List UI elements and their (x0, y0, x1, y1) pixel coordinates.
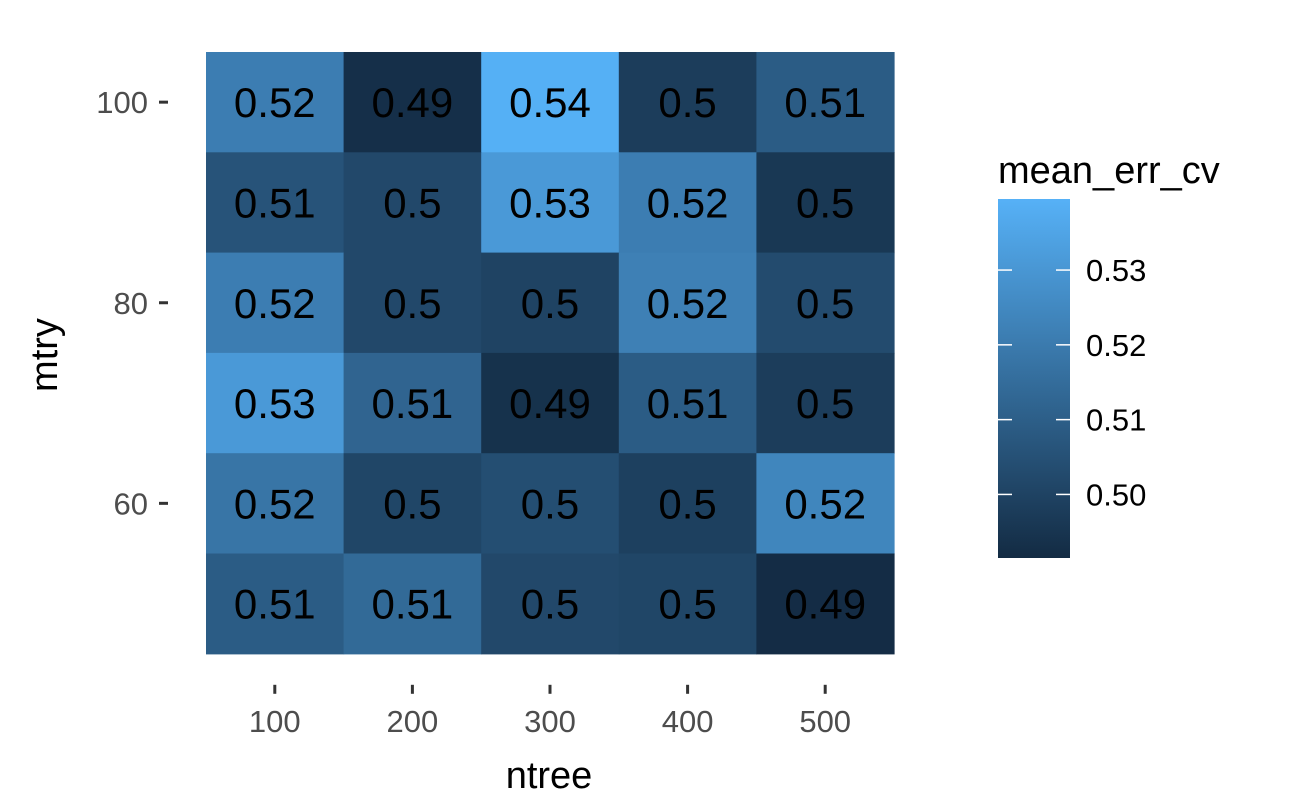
cell-value-label: 0.49 (509, 380, 591, 427)
cell-value-label: 0.51 (372, 380, 454, 427)
cell-value-label: 0.52 (234, 480, 316, 527)
cell-value-label: 0.5 (383, 480, 441, 527)
cell-value-label: 0.51 (784, 79, 866, 126)
legend-tick-label: 0.50 (1086, 477, 1146, 512)
cell-value-label: 0.49 (372, 79, 454, 126)
x-axis: 100 200 300 400 500 (249, 685, 851, 739)
cell-value-label: 0.5 (521, 581, 579, 628)
x-axis-title: ntree (506, 755, 593, 797)
cell-value-label: 0.5 (521, 280, 579, 327)
cell-value-label: 0.52 (234, 79, 316, 126)
y-tick-label: 100 (96, 85, 148, 120)
cell-value-label: 0.5 (796, 280, 854, 327)
cell-value-label: 0.49 (784, 581, 866, 628)
y-tick-label: 80 (114, 286, 148, 321)
cell-value-label: 0.51 (372, 581, 454, 628)
y-tick-label: 60 (114, 486, 148, 521)
legend-tick-label: 0.52 (1086, 328, 1146, 363)
x-tick-label: 200 (387, 704, 439, 739)
x-tick-label: 300 (524, 704, 576, 739)
cell-value-label: 0.5 (658, 480, 716, 527)
cell-value-label: 0.5 (658, 581, 716, 628)
cell-value-label: 0.52 (234, 280, 316, 327)
cell-value-label: 0.5 (383, 179, 441, 226)
x-tick-label: 100 (249, 704, 301, 739)
cell-value-label: 0.5 (383, 280, 441, 327)
x-tick-label: 400 (662, 704, 714, 739)
cell-value-label: 0.52 (647, 179, 729, 226)
cell-value-label: 0.52 (647, 280, 729, 327)
cell-value-label: 0.5 (796, 380, 854, 427)
cell-value-label: 0.53 (509, 179, 591, 226)
legend-title: mean_err_cv (998, 150, 1220, 192)
cell-value-label: 0.54 (509, 79, 591, 126)
cell-value-label: 0.5 (658, 79, 716, 126)
y-axis-title: mtry (24, 318, 66, 392)
legend-colorbar (998, 199, 1070, 558)
x-tick-label: 500 (799, 704, 851, 739)
heatmap-cells (206, 52, 895, 654)
cell-value-label: 0.51 (234, 581, 316, 628)
cell-value-label: 0.53 (234, 380, 316, 427)
cell-value-label: 0.51 (234, 179, 316, 226)
cell-value-label: 0.51 (647, 380, 729, 427)
color-legend: mean_err_cv 0.53 0.52 0.51 0.50 (998, 150, 1220, 558)
cell-value-label: 0.5 (521, 480, 579, 527)
legend-tick-label: 0.51 (1086, 403, 1146, 438)
legend-tick-label: 0.53 (1086, 253, 1146, 288)
y-axis: 100 80 60 (96, 85, 168, 521)
cell-value-label: 0.5 (796, 179, 854, 226)
cell-value-label: 0.52 (784, 480, 866, 527)
